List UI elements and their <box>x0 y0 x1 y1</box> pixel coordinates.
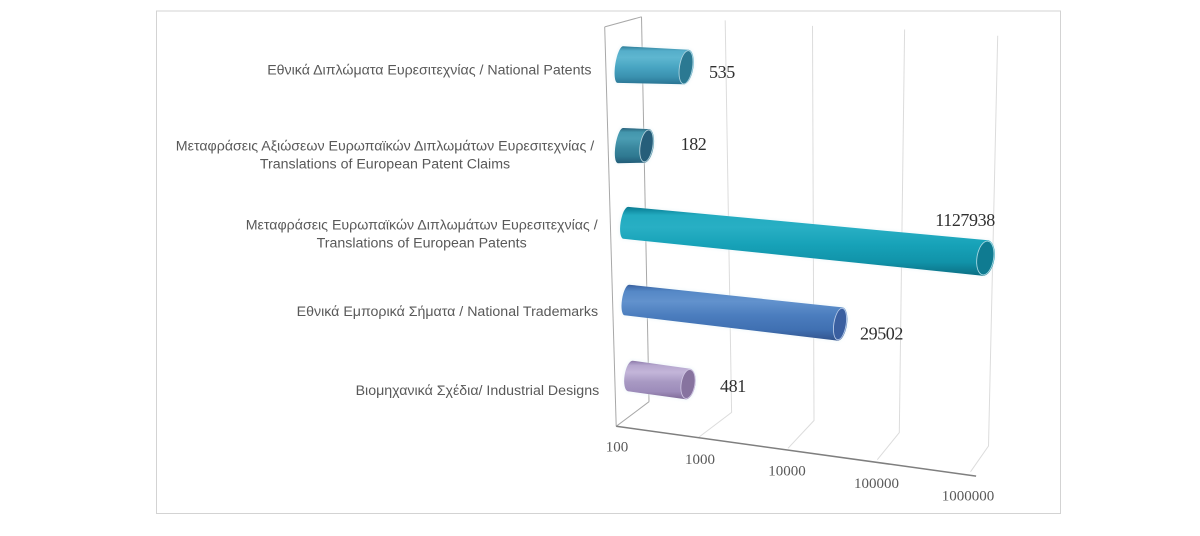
svg-text:Βιομηχανικά Σχέδια/ Industrial: Βιομηχανικά Σχέδια/ Industrial Designs <box>356 383 600 399</box>
svg-text:100000: 100000 <box>854 476 899 492</box>
svg-text:Μεταφράσεις Ευρωπαϊκών Διπλωμά: Μεταφράσεις Ευρωπαϊκών Διπλωμάτων Ευρεσι… <box>246 217 598 233</box>
svg-text:182: 182 <box>681 134 707 154</box>
svg-text:Μεταφράσεις Αξιώσεων Ευρωπαϊκώ: Μεταφράσεις Αξιώσεων Ευρωπαϊκών Διπλωμάτ… <box>176 139 594 155</box>
svg-text:1000: 1000 <box>685 452 715 468</box>
svg-text:100: 100 <box>606 440 629 456</box>
svg-text:535: 535 <box>709 62 735 82</box>
svg-text:1127938: 1127938 <box>935 210 995 230</box>
svg-text:Εθνικά Εμπορικά Σήματα / Natio: Εθνικά Εμπορικά Σήματα / National Tradem… <box>297 304 598 320</box>
svg-text:Translations of European Paten: Translations of European Patents <box>317 236 527 252</box>
svg-text:Εθνικά Διπλώματα Ευρεσιτεχνίας: Εθνικά Διπλώματα Ευρεσιτεχνίας / Nationa… <box>267 63 591 79</box>
svg-text:29502: 29502 <box>860 323 903 343</box>
svg-text:10000: 10000 <box>768 464 806 480</box>
svg-text:1000000: 1000000 <box>942 489 995 505</box>
svg-text:Translations of European Paten: Translations of European Patent Claims <box>260 156 510 172</box>
svg-text:481: 481 <box>720 376 746 396</box>
